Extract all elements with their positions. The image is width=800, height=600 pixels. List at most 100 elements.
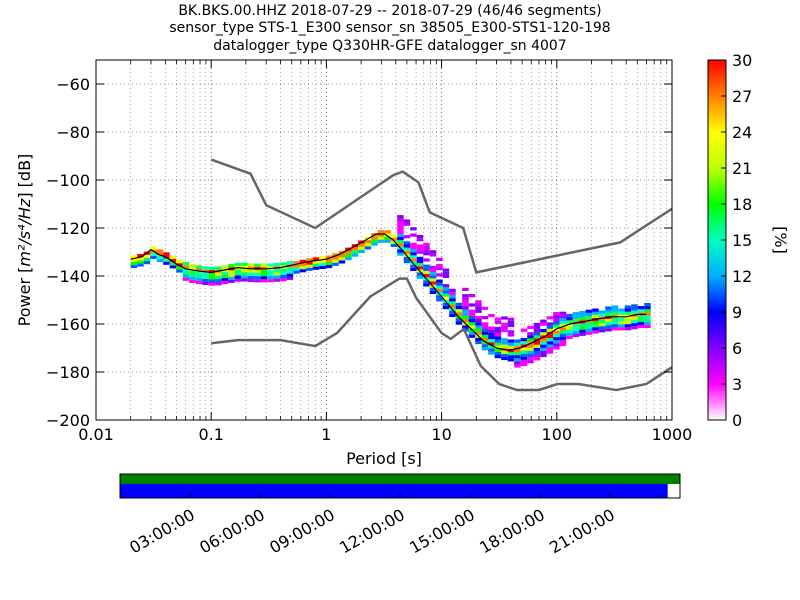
psd-cell [221, 277, 229, 281]
psd-cell [169, 265, 177, 269]
psd-cell [455, 321, 463, 325]
y-tick-label: −60 [56, 75, 90, 94]
psd-cell [137, 260, 144, 264]
new-high-noise-model-line [210, 158, 672, 274]
psd-cell [403, 256, 411, 261]
psd-cell [195, 268, 203, 272]
colorbar-tick-label: 18 [732, 195, 752, 214]
psd-cell [624, 308, 632, 312]
psd-cell [221, 274, 229, 278]
psd-cell [501, 356, 508, 361]
psd-cell [195, 277, 203, 281]
psd-cell [462, 319, 469, 323]
psd-cell [592, 314, 599, 318]
psd-cell [202, 281, 209, 285]
psd-cell [176, 266, 183, 270]
psd-cell [403, 241, 411, 245]
psd-cell [436, 267, 443, 271]
psd-cell [507, 339, 515, 343]
psd-cell [585, 312, 593, 316]
psd-cell [507, 342, 515, 346]
psd-cell [384, 236, 391, 240]
psd-cell [299, 269, 307, 273]
psd-cell [559, 330, 567, 334]
psd-cell [267, 263, 274, 267]
psd-cell [208, 282, 216, 286]
psd-cell [325, 261, 333, 265]
psd-cell [325, 264, 333, 269]
psd-cell [377, 236, 385, 240]
psd-cell [442, 293, 450, 297]
psd-cell [514, 339, 521, 343]
psd-cell [423, 283, 430, 287]
psd-cell [293, 270, 300, 274]
psd-cell [501, 316, 508, 320]
psd-cell [579, 326, 586, 330]
psd-cell [598, 329, 606, 333]
y-axis-label: Power [m²/s⁴/Hz] [dB] [15, 154, 34, 327]
colorbar-tick-label: 3 [732, 375, 742, 394]
psd-cell [468, 319, 476, 323]
psd-cell [462, 287, 469, 291]
psd-cell [377, 239, 385, 243]
psd-cell [631, 319, 638, 324]
psd-cell [559, 327, 567, 331]
psd-cell [644, 303, 651, 307]
psd-cell [169, 258, 177, 263]
psd-cell [488, 335, 495, 340]
psd-cell [644, 321, 651, 325]
psd-cell [429, 253, 437, 257]
psd-cell [403, 247, 411, 251]
psd-cell [611, 305, 619, 309]
psd-cell [345, 253, 352, 257]
psd-cell [637, 324, 645, 328]
psd-cell [481, 347, 489, 351]
psd-cell [488, 329, 495, 333]
psd-cell [494, 330, 502, 334]
psd-cell [390, 240, 398, 244]
psd-cell [546, 341, 554, 345]
chart-title-line-1: BK.BKS.00.HHZ 2018-07-29 -- 2018-07-29 (… [178, 3, 602, 19]
psd-cell [286, 267, 294, 271]
psd-cell [637, 306, 645, 310]
psd-cell [566, 313, 573, 318]
psd-cell [481, 341, 489, 345]
psd-cell [319, 259, 326, 263]
psd-cell [416, 244, 424, 248]
psd-cell [488, 342, 495, 346]
psd-cell [559, 324, 567, 328]
psd-cell [598, 323, 606, 327]
psd-cell [280, 278, 287, 282]
psd-cell [208, 266, 216, 271]
psd-cell [501, 325, 508, 329]
psd-cell [624, 305, 632, 309]
psd-cell [195, 280, 203, 285]
psd-cell [442, 306, 450, 310]
psd-cell [260, 263, 268, 267]
psd-cell [631, 310, 638, 314]
psd-cell [540, 329, 547, 333]
psd-cell [202, 278, 209, 282]
psd-cell [553, 346, 560, 350]
psd-cell [488, 326, 495, 330]
psd-cell [462, 315, 469, 320]
psd-cell [494, 339, 502, 343]
psd-cell [221, 280, 229, 285]
psd-cell [579, 314, 586, 318]
psd-cell [299, 266, 307, 270]
psd-cell [280, 274, 287, 279]
psd-cell [514, 348, 521, 352]
psd-cell [572, 318, 580, 322]
psd-cell [423, 280, 430, 284]
y-axis: −60 −80 −100 −120 −140 −160 −180 −200 Power [m²/… [15, 75, 672, 430]
psd-cell [540, 319, 547, 323]
psd-cell [462, 306, 469, 310]
psd-cell [637, 315, 645, 319]
psd-cell [286, 276, 294, 280]
psd-cell [182, 274, 190, 278]
psd-cell [273, 263, 281, 267]
psd-cell [592, 324, 599, 328]
psd-cell [501, 353, 508, 357]
psd-cell [338, 257, 346, 261]
psd-cell [475, 340, 482, 345]
